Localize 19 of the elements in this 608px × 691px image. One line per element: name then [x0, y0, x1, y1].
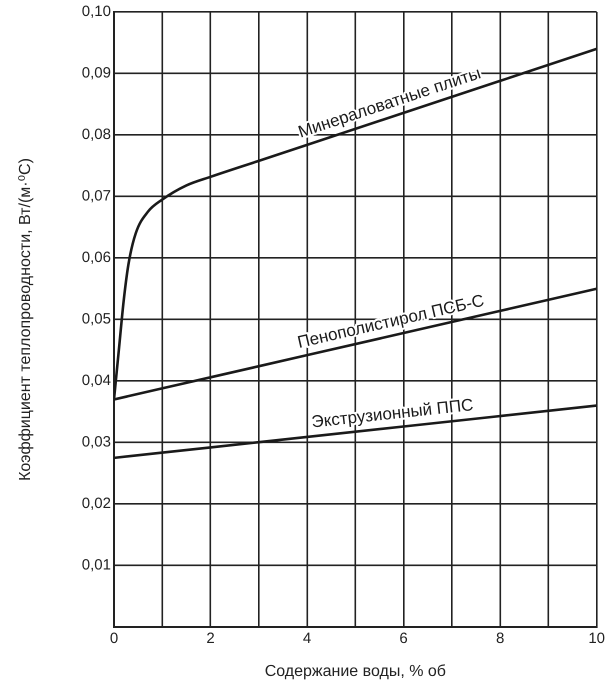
x-axis-title: Содержание воды, % об: [264, 662, 446, 680]
text: Экструзионный ППС: [310, 395, 474, 432]
x-tick-label: 0: [110, 630, 118, 648]
y-tick-label: 0,05: [82, 310, 111, 328]
y-tick-label: 0,08: [82, 126, 111, 144]
x-tick-label: 4: [302, 630, 312, 648]
y-tick-label: 0,09: [82, 64, 111, 82]
y-tick-label: 0,03: [82, 434, 111, 451]
x-tick-label: 2: [206, 630, 215, 648]
y-tick-label: 0,02: [82, 495, 111, 512]
y-tick-label: 0,07: [82, 188, 111, 205]
y-tick-label: 0,10: [82, 3, 111, 20]
y-axis-title: Коэффициент теплопроводности, Вт/(м·⁰С): [17, 158, 34, 481]
y-tick-label: 0,06: [82, 249, 111, 266]
y-tick-label: 0,01: [82, 556, 111, 574]
x-tick-label: 8: [496, 630, 504, 648]
y-tick-label: 0,04: [82, 372, 111, 390]
x-tick-label: 6: [399, 630, 408, 648]
x-tick-label: 10: [588, 630, 605, 648]
